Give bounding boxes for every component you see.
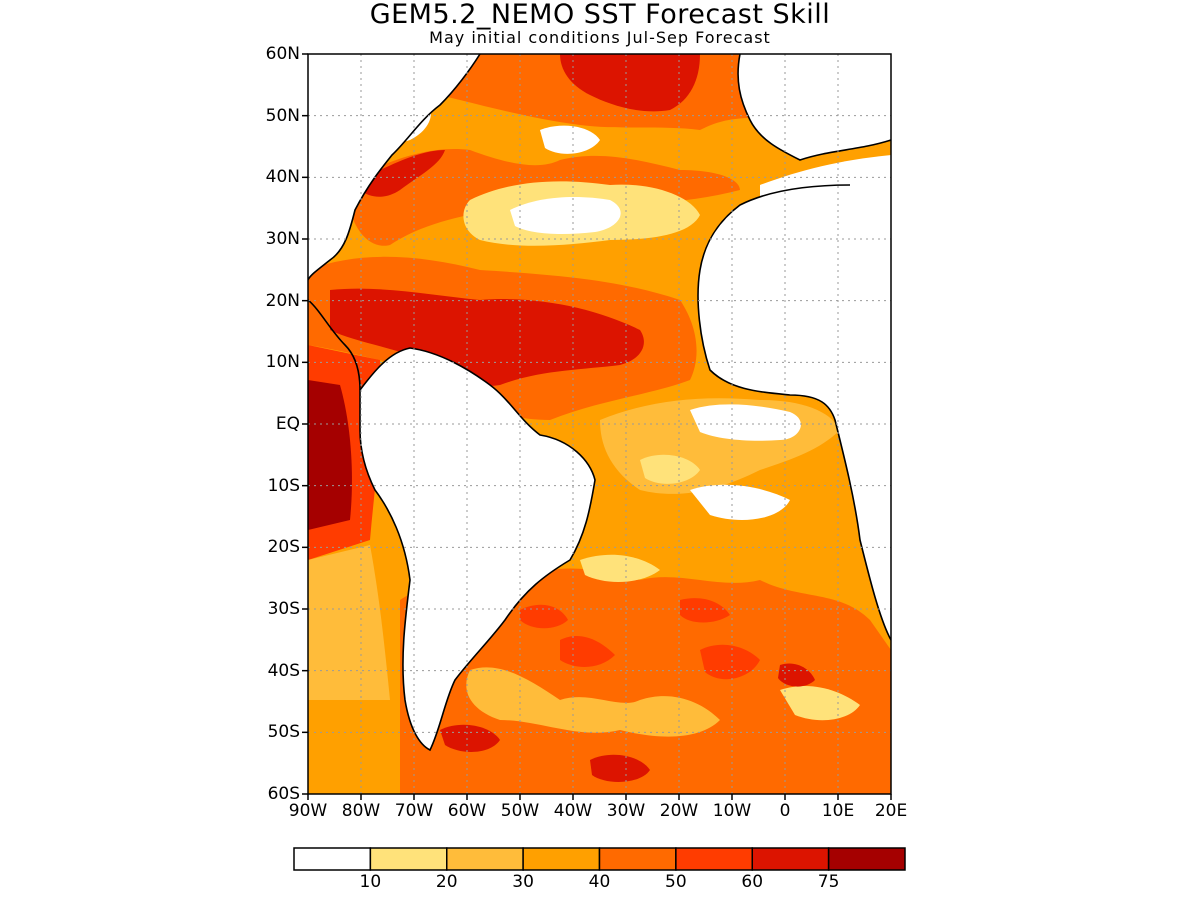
lat-tick-label: 40S [267, 660, 300, 681]
coastline-africa [697, 184, 891, 641]
lat-tick-label: 60S [267, 784, 300, 804]
lat-tick-label: 50N [265, 105, 300, 126]
lon-tick-label: 50W [500, 801, 540, 821]
lat-tick-label: 20S [267, 537, 300, 558]
lat-tick-label: 10N [265, 352, 300, 373]
skill-region-north-atlantic-subtropic-white [510, 197, 621, 234]
skill-region-equatorial-band-white [690, 404, 801, 441]
lon-tick-label: 10E [821, 801, 855, 821]
skill-patch-high [680, 598, 730, 623]
coastline-europe [737, 54, 891, 161]
lon-tick-label: 60W [447, 801, 487, 821]
lat-tick-label: 20N [265, 290, 300, 311]
lat-tick-label: 30N [265, 229, 300, 249]
lon-tick-label: 30W [606, 801, 646, 821]
colorbar-label: 60 [741, 872, 764, 892]
lon-tick-label: 20E [874, 801, 908, 821]
skill-region-subpolar-core [560, 54, 700, 112]
skill-region-subpolar-white [540, 125, 600, 154]
colorbar-label: 10 [359, 872, 382, 892]
colorbar-bin [675, 847, 753, 871]
skill-region-eastern-pacific-core [308, 380, 352, 530]
colorbar-label: 40 [588, 872, 611, 892]
skill-region-south-atlantic-lighter [780, 685, 860, 721]
lat-tick-label: 40N [265, 167, 300, 188]
lon-tick-label: 40W [553, 801, 593, 821]
lat-tick-label: 60N [265, 44, 300, 64]
skill-patch-high [560, 635, 615, 667]
skill-patch-high [590, 754, 650, 782]
skill-region-gulf-guinea-pale [640, 454, 700, 484]
colorbar-bin [522, 847, 601, 871]
colorbar-label: 20 [435, 872, 458, 892]
colorbar-label: 75 [817, 872, 840, 892]
map-title: GEM5.2_NEMO SST Forecast Skill [369, 0, 831, 30]
colorbar-label: 30 [512, 872, 534, 892]
land-africa [698, 185, 891, 640]
graticule [308, 54, 891, 794]
colorbar-bin [751, 847, 830, 871]
colorbar-bin [598, 847, 677, 871]
colorbar-bin [827, 847, 906, 871]
colorbar [293, 847, 906, 871]
skill-patch-high [520, 604, 568, 629]
land-south-america [360, 348, 595, 750]
lat-tick-label: EQ [275, 414, 300, 434]
coastlines [308, 54, 891, 752]
coastline-south-america [359, 347, 596, 752]
lon-tick-label: 20W [659, 801, 699, 821]
lon-tick-label: 90W [288, 801, 328, 821]
lon-tick-label: 10W [712, 801, 752, 821]
map-subtitle: May initial conditions Jul-Sep Forecast [429, 28, 771, 47]
lon-tick-label: 70W [394, 801, 434, 821]
skill-patch-high [700, 644, 760, 680]
lon-tick-label: 80W [341, 801, 381, 821]
skill-region-tropical-north-atlantic-core [330, 288, 644, 386]
lon-tick-label: 0 [779, 801, 791, 821]
coastline-north-america [308, 54, 481, 281]
colorbar-bin [293, 847, 372, 871]
skill-region-equatorial-band-white [690, 484, 790, 520]
lat-tick-label: 30S [267, 599, 300, 619]
skill-region-gulf-stream-core [360, 150, 445, 197]
skill-region-south-atlantic-lighter [580, 554, 660, 582]
lat-tick-label: 50S [267, 722, 300, 743]
skill-region-eastern-pacific-south [308, 545, 390, 700]
land-europe [738, 54, 891, 160]
skill-patch-high [440, 724, 500, 752]
coastline-central-america [308, 299, 361, 391]
axis-ticks [302, 53, 892, 800]
colorbar-label: 50 [665, 872, 687, 892]
colorbar-bin [369, 847, 448, 871]
skill-region-south-atlantic-lighter [466, 667, 720, 737]
skill-patch-high [778, 663, 815, 687]
colorbar-bin [446, 847, 524, 871]
lat-tick-label: 10S [267, 475, 300, 496]
skill-region-south-atlantic [400, 568, 891, 794]
